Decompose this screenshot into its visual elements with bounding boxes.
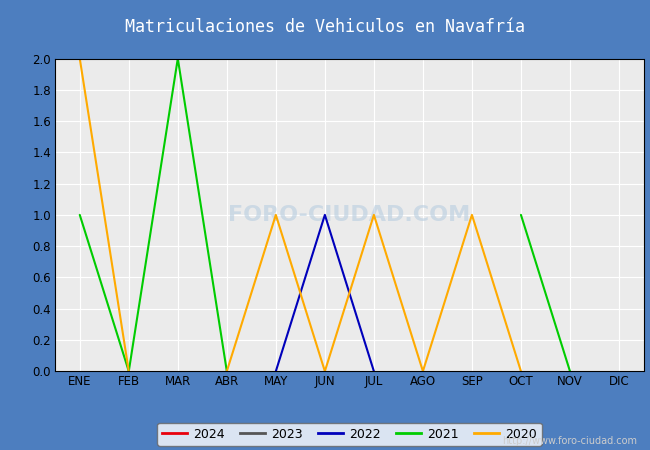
Text: Matriculaciones de Vehiculos en Navafría: Matriculaciones de Vehiculos en Navafría bbox=[125, 18, 525, 36]
Text: http://www.foro-ciudad.com: http://www.foro-ciudad.com bbox=[502, 436, 637, 446]
Legend: 2024, 2023, 2022, 2021, 2020: 2024, 2023, 2022, 2021, 2020 bbox=[157, 423, 541, 446]
Text: FORO-CIUDAD.COM: FORO-CIUDAD.COM bbox=[228, 205, 471, 225]
